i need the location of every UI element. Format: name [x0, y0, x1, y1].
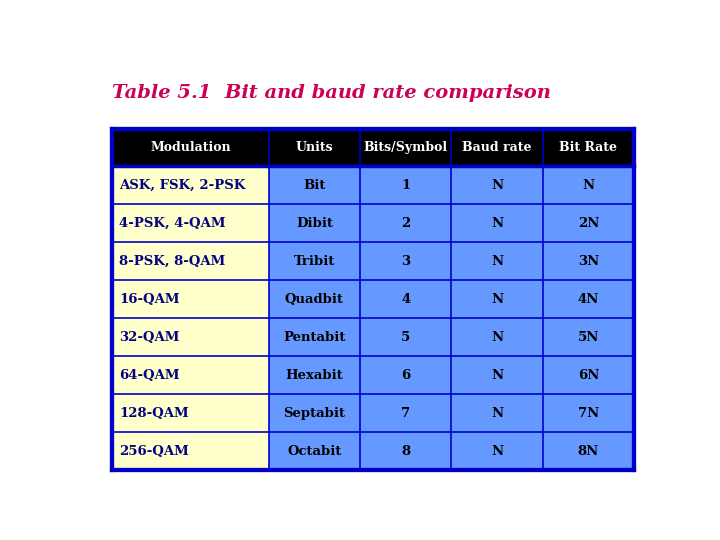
- FancyBboxPatch shape: [112, 129, 634, 166]
- Text: 8-PSK, 8-QAM: 8-PSK, 8-QAM: [119, 255, 225, 268]
- FancyBboxPatch shape: [543, 356, 634, 394]
- FancyBboxPatch shape: [360, 166, 451, 204]
- Text: 5N: 5N: [577, 331, 599, 344]
- Text: Dibit: Dibit: [296, 217, 333, 230]
- FancyBboxPatch shape: [451, 394, 543, 432]
- FancyBboxPatch shape: [543, 242, 634, 280]
- FancyBboxPatch shape: [269, 242, 360, 280]
- Text: 128-QAM: 128-QAM: [119, 407, 189, 420]
- Text: 8: 8: [401, 445, 410, 458]
- Text: 2: 2: [401, 217, 410, 230]
- FancyBboxPatch shape: [360, 280, 451, 318]
- FancyBboxPatch shape: [269, 318, 360, 356]
- Text: 6N: 6N: [577, 369, 599, 382]
- FancyBboxPatch shape: [451, 432, 543, 470]
- FancyBboxPatch shape: [269, 280, 360, 318]
- Text: 3N: 3N: [577, 255, 599, 268]
- FancyBboxPatch shape: [543, 432, 634, 470]
- Text: N: N: [491, 369, 503, 382]
- FancyBboxPatch shape: [269, 204, 360, 242]
- FancyBboxPatch shape: [543, 318, 634, 356]
- FancyBboxPatch shape: [112, 242, 269, 280]
- Text: N: N: [491, 293, 503, 306]
- Text: 3: 3: [401, 255, 410, 268]
- FancyBboxPatch shape: [112, 318, 269, 356]
- FancyBboxPatch shape: [451, 242, 543, 280]
- Text: N: N: [491, 407, 503, 420]
- FancyBboxPatch shape: [112, 356, 269, 394]
- FancyBboxPatch shape: [451, 318, 543, 356]
- Text: 64-QAM: 64-QAM: [119, 369, 179, 382]
- Text: Quadbit: Quadbit: [285, 293, 344, 306]
- FancyBboxPatch shape: [451, 204, 543, 242]
- FancyBboxPatch shape: [451, 356, 543, 394]
- Text: 4: 4: [401, 293, 410, 306]
- Text: Table 5.1  Bit and baud rate comparison: Table 5.1 Bit and baud rate comparison: [112, 84, 552, 102]
- Text: 256-QAM: 256-QAM: [119, 445, 189, 458]
- FancyBboxPatch shape: [543, 166, 634, 204]
- FancyBboxPatch shape: [269, 394, 360, 432]
- FancyBboxPatch shape: [451, 166, 543, 204]
- Text: N: N: [491, 331, 503, 344]
- FancyBboxPatch shape: [360, 204, 451, 242]
- Text: N: N: [491, 445, 503, 458]
- FancyBboxPatch shape: [543, 280, 634, 318]
- FancyBboxPatch shape: [269, 166, 360, 204]
- Text: 7N: 7N: [577, 407, 599, 420]
- Text: 8N: 8N: [577, 445, 599, 458]
- Text: 4-PSK, 4-QAM: 4-PSK, 4-QAM: [119, 217, 225, 230]
- FancyBboxPatch shape: [543, 394, 634, 432]
- Text: N: N: [491, 179, 503, 192]
- Text: Bit: Bit: [303, 179, 325, 192]
- FancyBboxPatch shape: [112, 280, 269, 318]
- FancyBboxPatch shape: [269, 356, 360, 394]
- Text: 1: 1: [401, 179, 410, 192]
- Text: 32-QAM: 32-QAM: [119, 331, 179, 344]
- FancyBboxPatch shape: [360, 318, 451, 356]
- Text: 7: 7: [401, 407, 410, 420]
- Text: 16-QAM: 16-QAM: [119, 293, 179, 306]
- Text: Units: Units: [296, 141, 333, 154]
- Text: 6: 6: [401, 369, 410, 382]
- Text: Octabit: Octabit: [287, 445, 342, 458]
- Text: N: N: [491, 255, 503, 268]
- Text: Bit Rate: Bit Rate: [559, 141, 617, 154]
- FancyBboxPatch shape: [360, 356, 451, 394]
- FancyBboxPatch shape: [112, 204, 269, 242]
- Text: Pentabit: Pentabit: [283, 331, 346, 344]
- Text: ASK, FSK, 2-PSK: ASK, FSK, 2-PSK: [119, 179, 246, 192]
- Text: N: N: [582, 179, 595, 192]
- Text: Septabit: Septabit: [284, 407, 346, 420]
- Text: Bits/Symbol: Bits/Symbol: [364, 141, 448, 154]
- Text: N: N: [491, 217, 503, 230]
- FancyBboxPatch shape: [112, 166, 269, 204]
- Text: 2N: 2N: [577, 217, 599, 230]
- Text: Hexabit: Hexabit: [286, 369, 343, 382]
- FancyBboxPatch shape: [360, 242, 451, 280]
- Text: Tribit: Tribit: [294, 255, 336, 268]
- Text: Modulation: Modulation: [150, 141, 231, 154]
- FancyBboxPatch shape: [451, 280, 543, 318]
- FancyBboxPatch shape: [543, 204, 634, 242]
- Text: 5: 5: [401, 331, 410, 344]
- FancyBboxPatch shape: [112, 394, 269, 432]
- Text: 4N: 4N: [577, 293, 599, 306]
- Text: Baud rate: Baud rate: [462, 141, 532, 154]
- FancyBboxPatch shape: [360, 432, 451, 470]
- FancyBboxPatch shape: [112, 432, 269, 470]
- FancyBboxPatch shape: [269, 432, 360, 470]
- FancyBboxPatch shape: [360, 394, 451, 432]
